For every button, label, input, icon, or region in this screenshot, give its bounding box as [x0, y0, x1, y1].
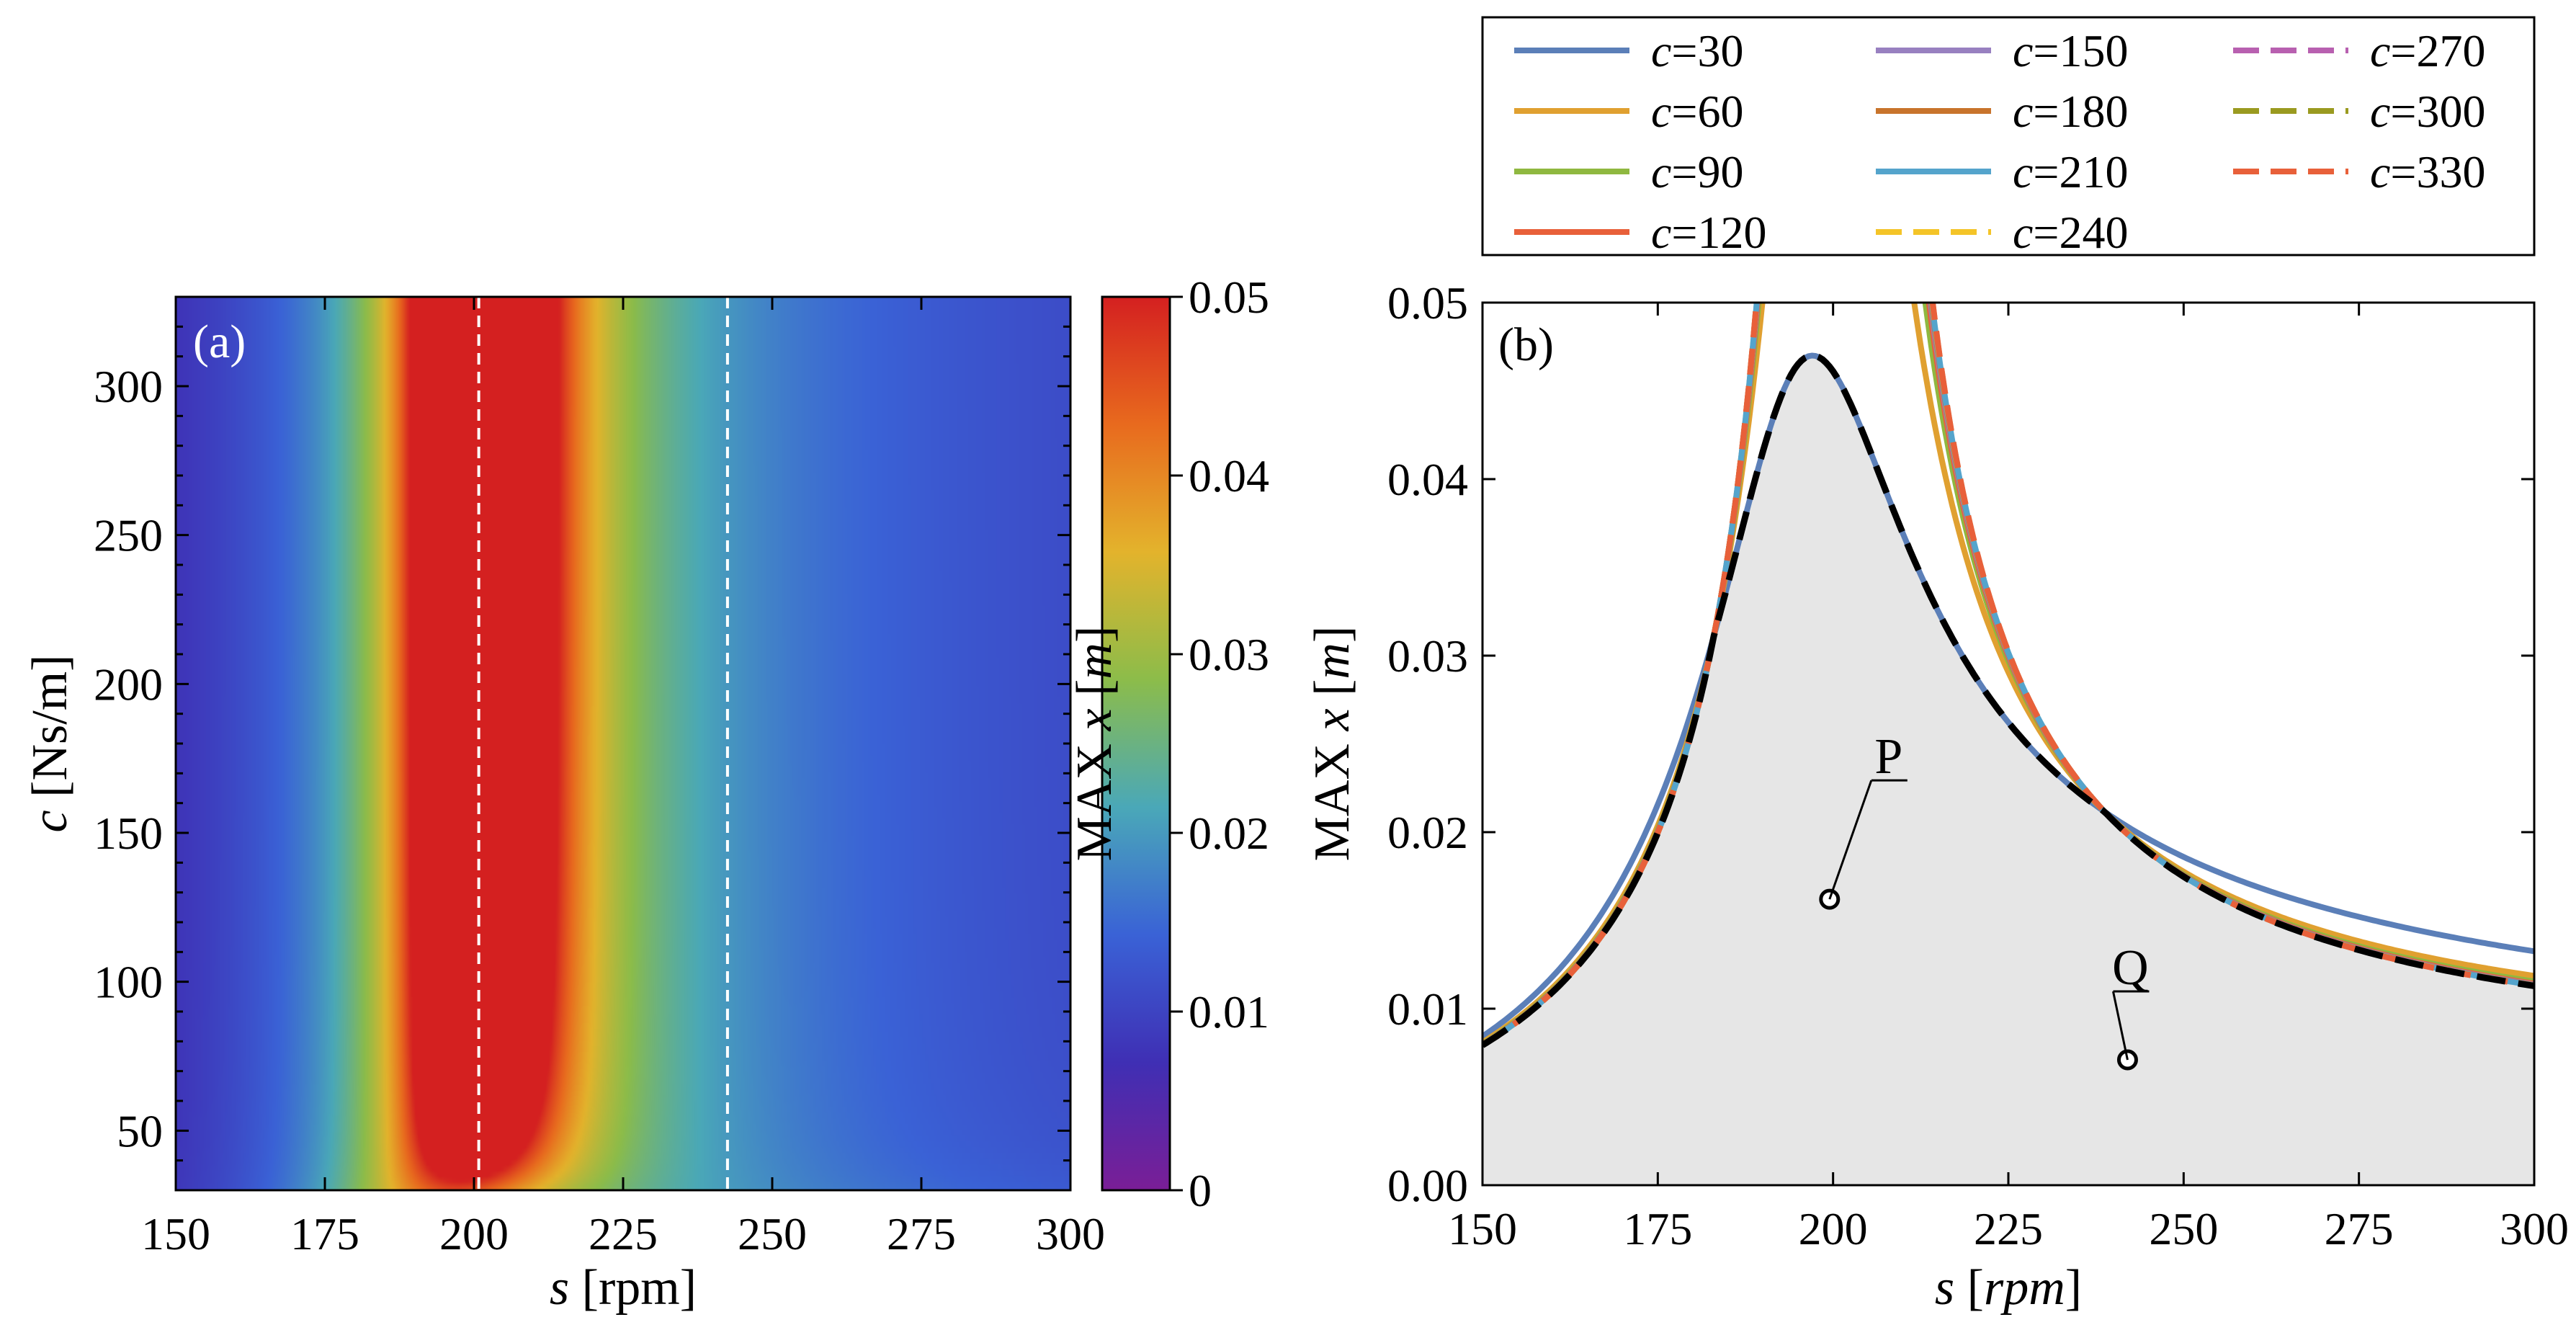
legend-label: c=120: [1651, 207, 1767, 258]
line-y-tick-label: 0.02: [1387, 807, 1468, 858]
heatmap-y-tick-label: 50: [117, 1105, 163, 1156]
line-x-tick-label: 150: [1448, 1203, 1517, 1254]
envelope-fill: [1482, 355, 2534, 1185]
legend: c=30 c=60 c=90 c=120 c=150 c=180 c=210 c=240 c=2…: [1481, 16, 2536, 258]
legend-item-c120: c=120: [1514, 207, 1767, 258]
colorbar-tick-label: 0.01: [1189, 986, 1269, 1037]
legend-item-c180: c=180: [1876, 86, 2129, 137]
line-x-tick-label: 250: [2149, 1203, 2218, 1254]
legend-label: c=210: [2013, 146, 2129, 197]
legend-label: c=330: [2370, 146, 2486, 197]
colorbar-label: MAX x [m]: [1067, 626, 1122, 862]
legend-item-c90: c=90: [1514, 146, 1744, 197]
legend-label: c=60: [1651, 86, 1744, 137]
legend-item-c150: c=150: [1876, 25, 2129, 76]
legend-item-c330: c=330: [2233, 146, 2486, 197]
line-y-tick-label: 0.04: [1387, 454, 1468, 505]
panel-label-b: (b): [1498, 318, 1554, 371]
heatmap-x-tick-label: 150: [141, 1208, 210, 1259]
line-y-axis-label: MAX x [m]: [1305, 626, 1360, 862]
line-y-tick-label: 0.05: [1387, 277, 1468, 329]
legend-label: c=270: [2370, 25, 2486, 76]
heatmap-y-tick-label: 150: [94, 808, 163, 859]
legend-label: c=240: [2013, 207, 2129, 258]
heatmap-x-tick-label: 275: [887, 1208, 956, 1259]
legend-label: c=150: [2013, 25, 2129, 76]
point-label-p: P: [1874, 729, 1902, 785]
legend-item-c60: c=60: [1514, 86, 1744, 137]
heatmap-x-tick-label: 250: [738, 1208, 807, 1259]
legend-item-c240: c=240: [1876, 207, 2129, 258]
legend-label: c=180: [2013, 86, 2129, 137]
heatmap-y-tick-label: 100: [94, 957, 163, 1008]
heatmap-image: [176, 297, 1070, 1190]
envelope-line: [1482, 352, 2534, 1048]
heatmap-x-axis-label: s [rpm]: [550, 1260, 697, 1316]
colorbar-tick-label: 0.02: [1189, 808, 1269, 859]
line-y-tick-label: 0.03: [1387, 630, 1468, 682]
panel-label-a: (a): [193, 316, 246, 368]
line-x-axis-label: s [rpm]: [1935, 1260, 2082, 1316]
legend-label: c=300: [2370, 86, 2486, 137]
heatmap-y-tick-label: 300: [94, 361, 163, 412]
line-x-tick-label: 225: [1974, 1203, 2043, 1254]
colorbar-tick-label: 0: [1189, 1165, 1212, 1216]
heatmap-y-tick-label: 200: [94, 659, 163, 710]
legend-label: c=90: [1651, 146, 1744, 197]
line-x-tick-label: 275: [2325, 1203, 2394, 1254]
point-label-q: Q: [2112, 940, 2149, 996]
colorbar-tick-label: 0.03: [1189, 629, 1269, 680]
legend-item-c270: c=270: [2233, 25, 2486, 76]
heatmap-x-tick-label: 200: [439, 1208, 509, 1259]
heatmap-x-tick-label: 175: [290, 1208, 359, 1259]
line-x-tick-label: 175: [1623, 1203, 1692, 1254]
colorbar-frame: [1101, 295, 1171, 1192]
line-y-tick-label: 0.00: [1387, 1160, 1468, 1211]
heatmap-x-tick-label: 300: [1036, 1208, 1105, 1259]
point-leader-p: [1828, 780, 1873, 900]
colorbar-gradient: [1102, 297, 1170, 1190]
series-line-c30: [1482, 352, 2534, 1039]
colorbar: 0 0.01 0.02 0.03 0.04 0.05 MAX x [m]: [1067, 272, 1269, 1216]
legend-frame: [1481, 16, 2536, 256]
heatmap-y-axis-label: c [Ns/m]: [22, 655, 78, 833]
legend-item-c210: c=210: [1876, 146, 2129, 197]
line-panel: P Q 150 175 200 225 250 275 300 0.00 0.01 0.02 0.0…: [1305, 277, 2569, 1316]
line-y-tick-label: 0.01: [1387, 983, 1468, 1035]
heatmap-panel: 150 175 200 225 250 275 300 50100150200250300 …: [22, 295, 1105, 1316]
legend-item-c300: c=300: [2233, 86, 2486, 137]
heatmap-x-tick-label: 225: [589, 1208, 658, 1259]
point-leader-q: [2111, 991, 2129, 1061]
heatmap-y-tick-label: 250: [94, 510, 163, 561]
line-x-tick-label: 300: [2500, 1203, 2569, 1254]
colorbar-tick-label: 0.04: [1189, 450, 1269, 501]
legend-label: c=30: [1651, 25, 1744, 76]
colorbar-tick-label: 0.05: [1189, 272, 1269, 323]
legend-item-c30: c=30: [1514, 25, 1744, 76]
line-x-tick-label: 200: [1799, 1203, 1868, 1254]
